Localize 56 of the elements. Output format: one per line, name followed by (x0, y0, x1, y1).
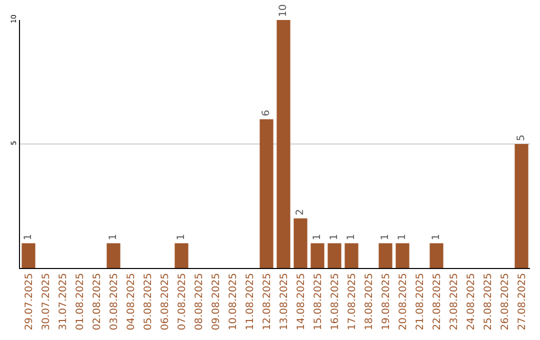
x-tick-label: 05.08.2025 (142, 273, 154, 330)
data-label: 1 (108, 234, 119, 240)
data-label: 10 (278, 4, 289, 17)
bar (294, 218, 308, 268)
x-tick-label: 01.08.2025 (74, 273, 86, 330)
x-tick-label: 25.08.2025 (482, 273, 494, 330)
x-tick-label: 13.08.2025 (278, 273, 290, 330)
x-tick-label: 03.08.2025 (108, 273, 120, 330)
x-tick-label: 30.07.2025 (40, 273, 52, 330)
data-label: 1 (23, 234, 34, 240)
bar (174, 243, 188, 268)
x-tick-label: 29.07.2025 (24, 273, 35, 330)
x-tick-label: 10.08.2025 (228, 273, 239, 330)
data-label: 1 (346, 234, 357, 240)
x-tick-label: 19.08.2025 (380, 273, 392, 330)
x-tick-label: 23.08.2025 (448, 273, 460, 330)
x-tick-label: 12.08.2025 (262, 273, 273, 330)
data-label: 1 (380, 234, 391, 240)
x-tick-label: 20.08.2025 (398, 273, 409, 330)
bar (260, 119, 274, 268)
x-tick-label: 08.08.2025 (194, 273, 205, 330)
bar (310, 243, 324, 268)
x-tick-label: 16.08.2025 (330, 273, 341, 330)
x-tick-label: 21.08.2025 (414, 273, 426, 330)
bar (22, 243, 36, 268)
x-tick-label: 22.08.2025 (432, 273, 443, 330)
x-tick-label: 15.08.2025 (312, 273, 324, 330)
x-tick-label: 09.08.2025 (210, 273, 222, 330)
data-label: 1 (176, 234, 187, 240)
x-tick-label: 18.08.2025 (364, 273, 375, 330)
bar (106, 243, 120, 268)
x-tick-label: 04.08.2025 (126, 273, 137, 330)
bar (378, 243, 392, 268)
x-tick-label: 11.08.2025 (244, 273, 256, 330)
data-label: 2 (295, 209, 306, 216)
x-tick-label: 31.07.2025 (58, 273, 69, 330)
data-label: 5 (516, 134, 527, 141)
data-label: 1 (431, 234, 442, 240)
x-tick-label: 14.08.2025 (296, 273, 307, 330)
bar (344, 243, 358, 268)
x-tick-label: 27.08.2025 (516, 273, 528, 330)
x-tick-label: 06.08.2025 (160, 273, 171, 330)
bar (514, 144, 528, 268)
bar (276, 20, 290, 268)
data-label: 1 (312, 234, 323, 240)
data-label: 1 (397, 234, 408, 240)
x-tick-label: 17.08.2025 (346, 273, 358, 330)
bar (328, 243, 342, 268)
x-tick-label: 07.08.2025 (176, 273, 188, 330)
data-label: 1 (329, 234, 340, 240)
x-tick-label: 02.08.2025 (92, 273, 103, 330)
bar (396, 243, 410, 268)
bar (430, 243, 444, 268)
x-tick-label: 24.08.2025 (466, 273, 477, 330)
data-label: 6 (261, 110, 272, 116)
x-tick-label: 26.08.2025 (500, 273, 511, 330)
